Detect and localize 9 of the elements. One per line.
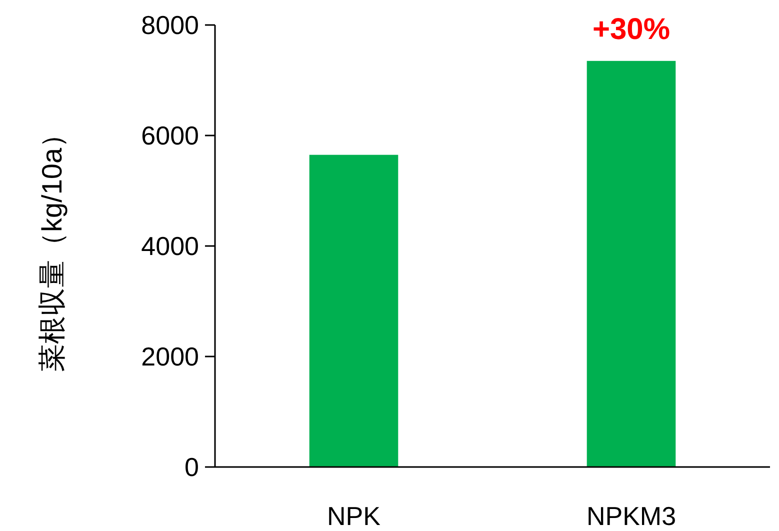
x-tick-label: NPK — [327, 501, 382, 531]
y-tick-label: 6000 — [141, 120, 199, 150]
y-axis-title: 菜根収量（kg/10a） — [36, 120, 68, 372]
y-tick-label: 8000 — [141, 10, 199, 40]
y-tick-label: 2000 — [141, 342, 199, 372]
y-tick-label: 0 — [184, 452, 199, 482]
x-tick-label: NPKM3 — [586, 501, 676, 531]
y-tick-label: 4000 — [141, 231, 199, 261]
annotation: +30% — [592, 12, 670, 46]
